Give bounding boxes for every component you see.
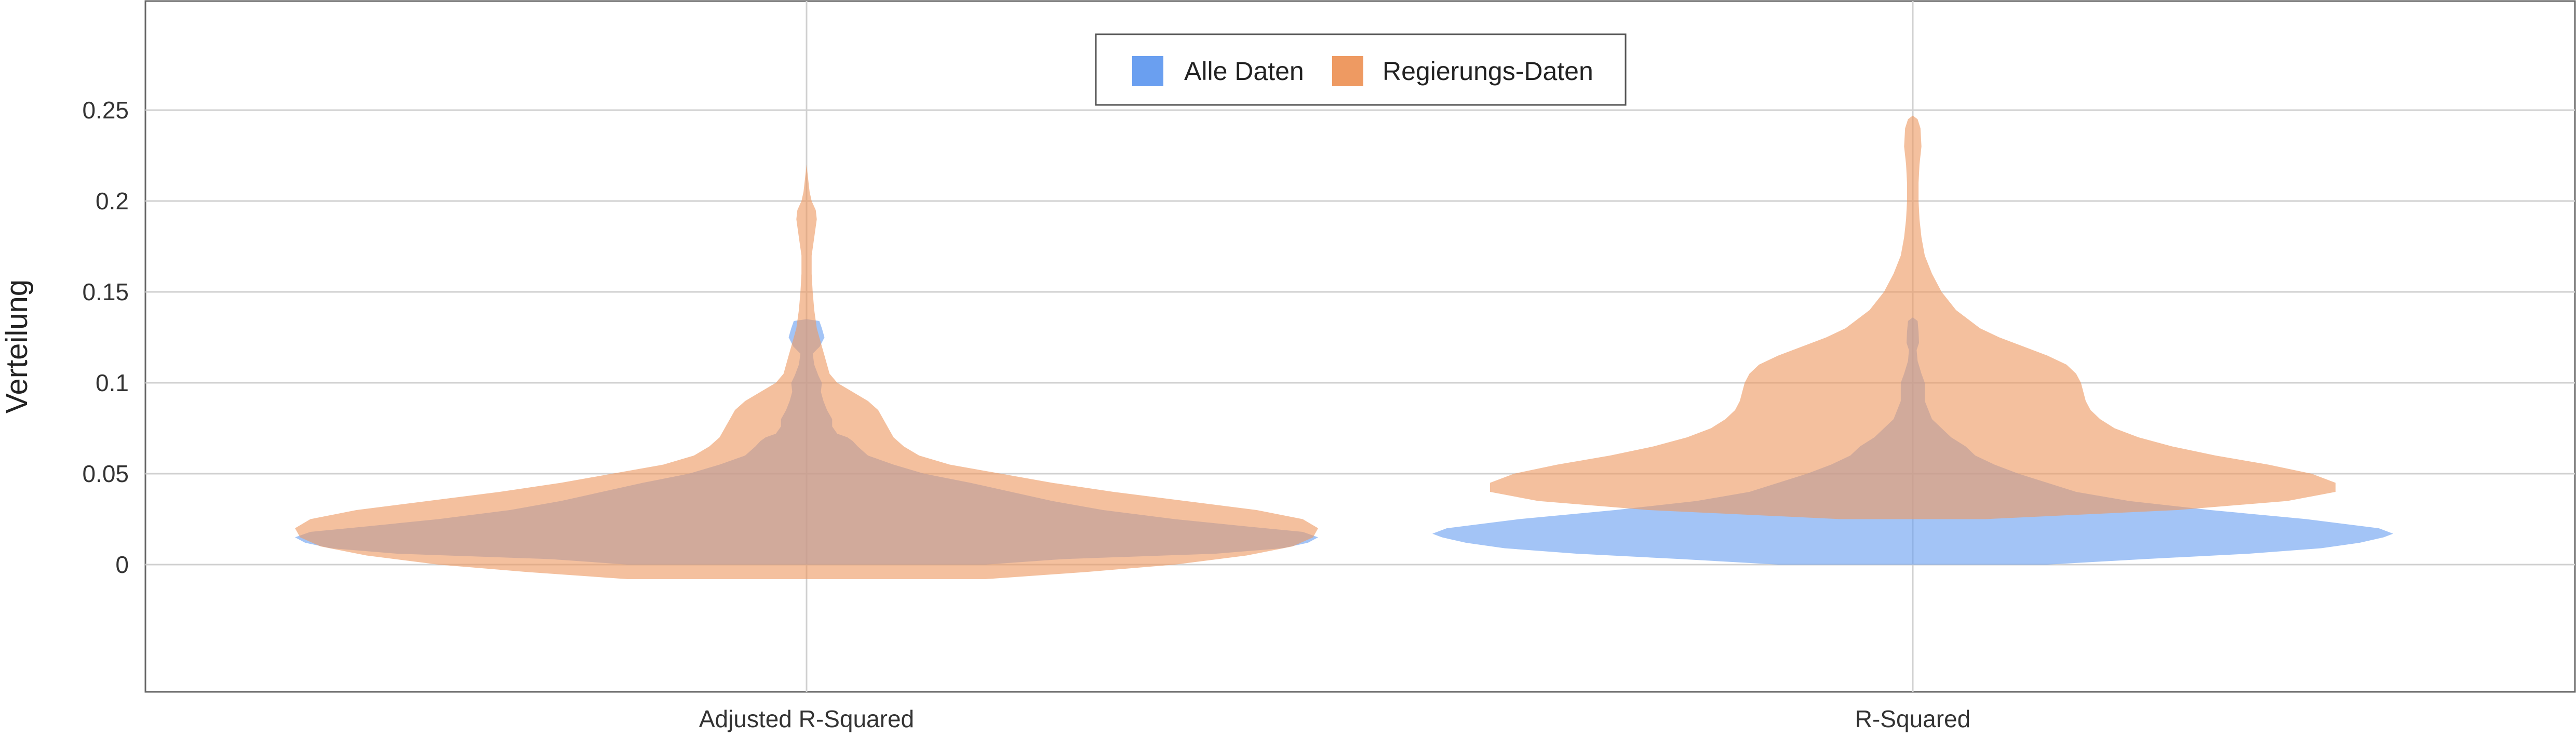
y-tick-labels: 0 0.05 0.1 0.15 0.2 0.25 <box>82 97 129 578</box>
legend-swatch-regierungs-daten <box>1332 56 1363 86</box>
y-tick-label: 0.25 <box>82 97 129 124</box>
violin-regierungs-daten-adjusted-r-squared <box>295 165 1318 579</box>
legend-swatch-alle-daten <box>1132 56 1163 86</box>
violin-layer <box>295 115 2393 579</box>
y-tick-label: 0.05 <box>82 460 129 487</box>
y-tick-label: 0 <box>115 551 129 578</box>
y-tick-label: 0.1 <box>96 369 129 396</box>
y-tick-label: 0.2 <box>96 188 129 215</box>
legend-label-alle-daten: Alle Daten <box>1184 57 1304 86</box>
legend: Alle Daten Regierungs-Daten <box>1095 33 1627 106</box>
plot-area-frame <box>144 0 2576 693</box>
violin-regierungs-daten-r-squared <box>1490 115 2336 519</box>
legend-label-regierungs-daten: Regierungs-Daten <box>1383 57 1593 86</box>
x-tick-labels: Adjusted R-Squared R-Squared <box>699 705 1970 732</box>
x-tick-label-adjusted-r-squared: Adjusted R-Squared <box>699 705 914 732</box>
y-axis-title: Verteilung <box>0 279 34 413</box>
y-tick-label: 0.15 <box>82 278 129 305</box>
x-tick-label-r-squared: R-Squared <box>1855 705 1970 732</box>
